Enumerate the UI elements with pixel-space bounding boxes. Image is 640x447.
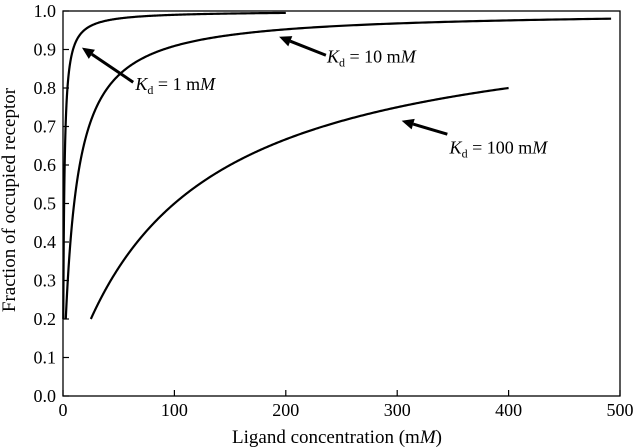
annotation-label-kd-100: Kd = 100 mM <box>449 138 549 161</box>
x-tick-label: 500 <box>607 400 634 420</box>
series-curve-kd-100 <box>89 86 509 320</box>
annotation-label-sub: d <box>339 55 345 69</box>
annotation-label-unit: M <box>199 74 216 94</box>
chart-axes: 0 100 200 300 400 500 0.0 0.1 0.2 0.3 0.4 0.5 0.6 0.7… <box>34 1 634 420</box>
annotation-arrowhead-kd-100 <box>401 118 415 130</box>
y-axis-title: Fraction of occupied receptor <box>0 87 20 312</box>
y-tick-label: 0.7 <box>34 117 57 137</box>
annotation-label-value: = 100 m <box>468 138 533 158</box>
chart-curves <box>62 11 612 320</box>
x-tick-label: 400 <box>495 400 522 420</box>
annotation-label-kd-1: Kd = 1 mM <box>134 74 216 97</box>
x-axis-title-main: Ligand concentration (m <box>232 427 420 447</box>
x-axis-title-close: ) <box>436 427 442 447</box>
annotation-arrow-shaft-kd-10 <box>289 39 327 57</box>
y-tick-label: 0.5 <box>34 194 57 214</box>
y-tick-label: 0.3 <box>34 271 57 291</box>
annotation-label-k: K <box>134 74 148 94</box>
annotation-label-value: = 10 m <box>345 46 401 66</box>
y-tick-label: 0.2 <box>34 309 57 329</box>
annotation-label-sub: d <box>462 147 468 161</box>
annotation-arrow-shaft-kd-1 <box>91 53 135 84</box>
x-tick-label: 200 <box>272 400 299 420</box>
y-tick-label: 0.9 <box>34 40 57 60</box>
annotation-label-sub: d <box>147 83 153 97</box>
annotation-label-value: = 1 m <box>153 74 200 94</box>
annotation-label-unit: M <box>400 46 417 66</box>
y-tick-label: 0.6 <box>34 155 57 175</box>
x-tick-label: 100 <box>161 400 188 420</box>
x-axis-title-unit: M <box>419 427 437 447</box>
y-tick-label: 0.1 <box>34 348 57 368</box>
annotation-label-kd-10: Kd = 10 mM <box>326 46 417 69</box>
y-tick-label: 0.8 <box>34 78 57 98</box>
annotation-arrow-shaft-kd-100 <box>412 122 448 136</box>
annotation-label-unit: M <box>531 138 548 158</box>
y-tick-label: 0.0 <box>34 386 57 406</box>
annotation-arrowhead-kd-10 <box>279 36 293 47</box>
annotation-label-k: K <box>326 46 340 66</box>
x-tick-label: 300 <box>384 400 411 420</box>
x-axis-title: Ligand concentration (mM) <box>232 427 442 447</box>
y-tick-label: 0.4 <box>34 232 57 252</box>
y-tick-label: 1.0 <box>34 1 57 21</box>
x-tick-label: 0 <box>59 400 68 420</box>
annotation-arrowhead-kd-1 <box>81 47 95 59</box>
series-curve-kd-1 <box>62 11 286 319</box>
annotation-label-k: K <box>449 138 463 158</box>
series-curve-kd-10 <box>64 17 612 320</box>
